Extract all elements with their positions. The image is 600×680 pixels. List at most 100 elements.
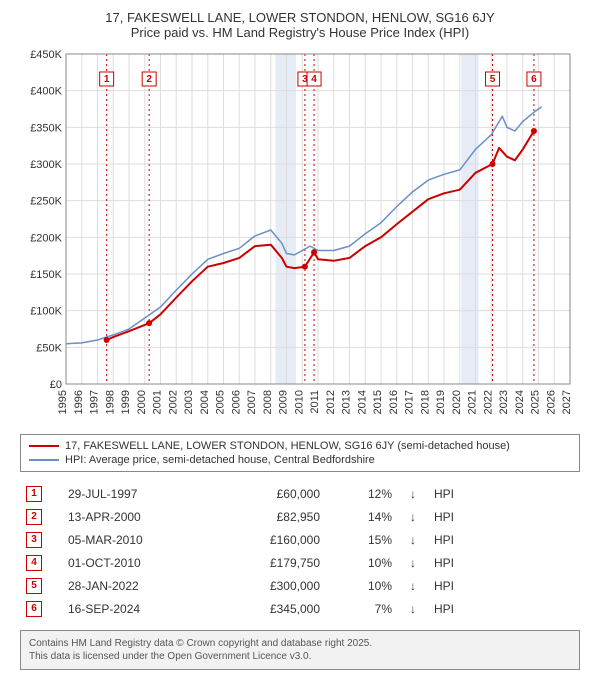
x-tick-label: 2017 (404, 390, 416, 414)
sale-diff-pct: 12% (326, 482, 398, 505)
sale-point (311, 249, 317, 255)
legend-item: HPI: Average price, semi-detached house,… (29, 453, 571, 467)
sale-price: £82,950 (214, 505, 326, 528)
y-tick-label: £450K (30, 49, 62, 61)
line-chart: £0£50K£100K£150K£200K£250K£300K£350K£400… (20, 46, 580, 426)
down-arrow-icon: ↓ (398, 528, 428, 551)
down-arrow-icon: ↓ (398, 482, 428, 505)
x-tick-label: 2010 (293, 390, 305, 414)
x-tick-label: 2005 (215, 390, 227, 414)
x-tick-label: 2020 (451, 390, 463, 414)
x-tick-label: 2004 (199, 390, 211, 414)
down-arrow-icon: ↓ (398, 574, 428, 597)
chart-area: £0£50K£100K£150K£200K£250K£300K£350K£400… (20, 46, 580, 426)
sale-diff-pct: 10% (326, 551, 398, 574)
legend-label: 17, FAKESWELL LANE, LOWER STONDON, HENLO… (65, 440, 510, 452)
legend-swatch (29, 459, 59, 461)
x-tick-label: 2027 (561, 390, 573, 414)
x-tick-label: 2026 (545, 390, 557, 414)
sale-price: £300,000 (214, 574, 326, 597)
x-tick-label: 2000 (136, 390, 148, 414)
y-tick-label: £50K (36, 342, 62, 354)
sale-diff-pct: 10% (326, 574, 398, 597)
sales-table: 129-JUL-1997£60,00012%↓HPI213-APR-2000£8… (20, 482, 560, 620)
table-row: 1 29-JUL-1997£60,00012%↓HPI (20, 482, 560, 505)
x-tick-label: 1997 (89, 390, 101, 414)
x-tick-label: 2023 (498, 390, 510, 414)
x-tick-label: 2002 (167, 390, 179, 414)
sale-point (302, 264, 308, 270)
y-tick-label: £150K (30, 269, 62, 281)
recession-band (275, 54, 295, 384)
x-tick-label: 2021 (467, 390, 479, 414)
y-tick-label: £250K (30, 196, 62, 208)
legend-item: 17, FAKESWELL LANE, LOWER STONDON, HENLO… (29, 439, 571, 453)
legend-swatch (29, 445, 59, 447)
sale-diff-suffix: HPI (428, 482, 560, 505)
table-row: 5 28-JAN-2022£300,00010%↓HPI (20, 574, 560, 597)
down-arrow-icon: ↓ (398, 505, 428, 528)
sale-date: 28-JAN-2022 (62, 574, 214, 597)
x-tick-label: 2013 (341, 390, 353, 414)
title-line-2: Price paid vs. HM Land Registry's House … (10, 25, 590, 40)
x-tick-label: 2009 (278, 390, 290, 414)
sale-price: £160,000 (214, 528, 326, 551)
sale-date: 29-JUL-1997 (62, 482, 214, 505)
x-tick-label: 2024 (514, 390, 526, 414)
legend-label: HPI: Average price, semi-detached house,… (65, 454, 375, 466)
marker-badge-number: 2 (146, 74, 152, 85)
sale-date: 13-APR-2000 (62, 505, 214, 528)
sale-marker-badge: 1 (26, 486, 42, 502)
x-tick-label: 1999 (120, 390, 132, 414)
attribution-footer: Contains HM Land Registry data © Crown c… (20, 630, 580, 670)
down-arrow-icon: ↓ (398, 597, 428, 620)
x-tick-label: 2003 (183, 390, 195, 414)
y-tick-label: £400K (30, 86, 62, 98)
sale-date: 16-SEP-2024 (62, 597, 214, 620)
x-tick-label: 2008 (262, 390, 274, 414)
sale-diff-pct: 14% (326, 505, 398, 528)
sale-point (531, 128, 537, 134)
y-tick-label: £0 (50, 379, 62, 391)
x-tick-label: 2014 (356, 390, 368, 414)
sale-date: 01-OCT-2010 (62, 551, 214, 574)
x-tick-label: 2018 (419, 390, 431, 414)
sale-price: £179,750 (214, 551, 326, 574)
down-arrow-icon: ↓ (398, 551, 428, 574)
footer-line-2: This data is licensed under the Open Gov… (29, 650, 571, 663)
title-line-1: 17, FAKESWELL LANE, LOWER STONDON, HENLO… (10, 10, 590, 25)
sale-diff-suffix: HPI (428, 574, 560, 597)
x-tick-label: 2015 (372, 390, 384, 414)
marker-badge-number: 5 (490, 74, 496, 85)
sale-marker-badge: 5 (26, 578, 42, 594)
sale-diff-pct: 7% (326, 597, 398, 620)
marker-badge-number: 4 (311, 74, 317, 85)
table-row: 2 13-APR-2000£82,95014%↓HPI (20, 505, 560, 528)
legend: 17, FAKESWELL LANE, LOWER STONDON, HENLO… (20, 434, 580, 472)
sale-diff-suffix: HPI (428, 505, 560, 528)
x-tick-label: 2001 (152, 390, 164, 414)
sale-point (490, 161, 496, 167)
sale-diff-suffix: HPI (428, 528, 560, 551)
x-tick-label: 1995 (57, 390, 69, 414)
sale-price: £60,000 (214, 482, 326, 505)
x-tick-label: 2012 (325, 390, 337, 414)
x-tick-label: 2016 (388, 390, 400, 414)
x-tick-label: 2011 (309, 390, 321, 414)
x-tick-label: 1998 (104, 390, 116, 414)
marker-badge-number: 1 (104, 74, 110, 85)
sale-diff-pct: 15% (326, 528, 398, 551)
recession-band (461, 54, 478, 384)
table-row: 401-OCT-2010£179,75010%↓HPI (20, 551, 560, 574)
sale-diff-suffix: HPI (428, 597, 560, 620)
x-tick-label: 1996 (73, 390, 85, 414)
footer-line-1: Contains HM Land Registry data © Crown c… (29, 637, 571, 650)
sale-marker-badge: 4 (26, 555, 42, 571)
x-tick-label: 2019 (435, 390, 447, 414)
chart-title: 17, FAKESWELL LANE, LOWER STONDON, HENLO… (10, 10, 590, 40)
sale-point (146, 320, 152, 326)
sale-marker-badge: 2 (26, 509, 42, 525)
sale-date: 05-MAR-2010 (62, 528, 214, 551)
sale-marker-badge: 6 (26, 601, 42, 617)
y-tick-label: £200K (30, 232, 62, 244)
